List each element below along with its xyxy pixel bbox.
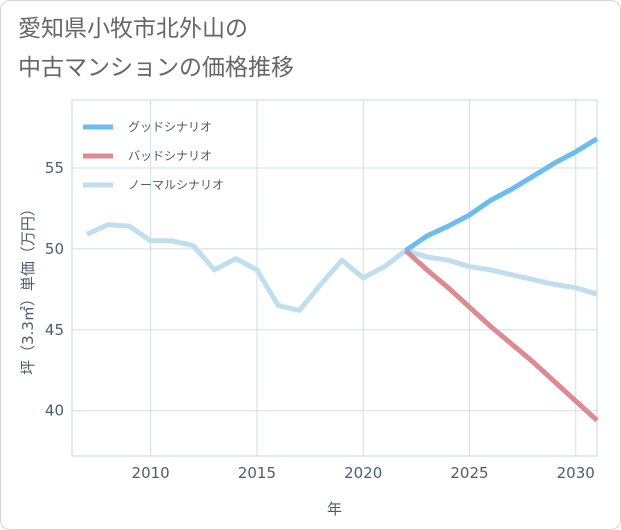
x-tick-label: 2020 (344, 464, 382, 482)
y-tick-label: 40 (45, 402, 64, 420)
y-axis-label: 坪（3.3㎡）単価（万円） (19, 201, 37, 375)
chart-title-line-1: 愛知県小牧市北外山の (18, 16, 248, 42)
legend-label: バッドシナリオ (128, 149, 212, 163)
x-tick-label: 2025 (450, 464, 488, 482)
plot-area (71, 99, 598, 457)
series-line-2 (85, 222, 598, 313)
legend-label: グッドシナリオ (128, 120, 212, 134)
y-tick-label: 45 (45, 321, 64, 339)
x-axis-label: 年 (327, 500, 342, 518)
series-line-0 (404, 136, 599, 253)
x-tick-labels: 2010 2015 2020 2025 2030 (132, 464, 595, 482)
series-layer (85, 136, 599, 423)
chart-title-line-2: 中古マンションの価格推移 (18, 55, 294, 81)
legend-label: ノーマルシナリオ (128, 178, 224, 192)
grid (71, 99, 598, 457)
x-tick-label: 2030 (557, 464, 595, 482)
x-tick-label: 2015 (238, 464, 276, 482)
y-tick-label: 55 (45, 159, 64, 177)
series-line-1 (404, 248, 599, 423)
y-tick-labels: 40 45 50 55 (45, 159, 64, 420)
x-tick-label: 2010 (132, 464, 170, 482)
y-tick-label: 50 (45, 240, 64, 258)
